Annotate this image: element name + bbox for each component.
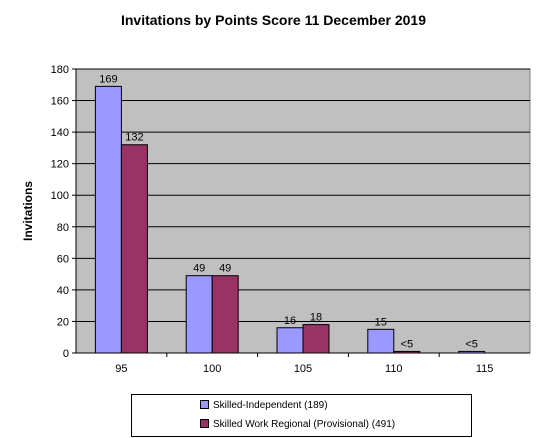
y-tick-label-40: 40	[57, 285, 69, 297]
legend-entry-skilled-work-regional: Skilled Work Regional (Provisional) (491…	[200, 418, 396, 431]
x-tick-label-105: 105	[294, 363, 312, 375]
bar-1-105	[302, 324, 330, 354]
bar-0-110	[367, 328, 395, 354]
data-label-0-115: <5	[465, 338, 478, 350]
legend-entry-skilled-independent: Skilled-Independent (189)	[200, 399, 328, 412]
legend-swatch-skilled-work-regional	[200, 418, 209, 428]
y-tick-label-60: 60	[57, 253, 69, 265]
legend-label-skilled-work-regional: Skilled Work Regional (Provisional) (491…	[213, 419, 396, 430]
y-tick-label-180: 180	[51, 64, 69, 76]
y-tick-label-160: 160	[51, 96, 69, 108]
y-tick-label-140: 140	[51, 127, 69, 139]
data-label-0-95: 169	[99, 73, 117, 85]
y-axis-title: Invitations	[21, 181, 35, 241]
y-tick-label-80: 80	[57, 222, 69, 234]
x-tick-label-110: 110	[385, 363, 403, 375]
bar-0-100	[185, 275, 213, 354]
bar-0-95	[94, 85, 122, 354]
legend-label-skilled-independent: Skilled-Independent (189)	[213, 400, 328, 411]
y-tick-label-120: 120	[51, 159, 69, 171]
legend: Skilled-Independent (189) Skilled Work R…	[131, 394, 472, 437]
bar-0-105	[276, 327, 304, 354]
plot-area	[75, 68, 531, 354]
x-tick-label-115: 115	[476, 363, 494, 375]
data-label-0-105: 16	[284, 315, 296, 327]
x-tick-label-95: 95	[115, 363, 127, 375]
data-label-1-105: 18	[310, 312, 322, 324]
x-tick-label-100: 100	[203, 363, 221, 375]
chart-title: Invitations by Points Score 11 December …	[120, 12, 427, 28]
bar-1-95	[120, 144, 148, 354]
data-label-1-110: <5	[401, 338, 414, 350]
y-tick-label-100: 100	[51, 190, 69, 202]
bar-0-115	[458, 350, 486, 354]
y-tick-label-20: 20	[57, 316, 69, 328]
bar-1-100	[211, 275, 239, 354]
data-label-0-110: 15	[375, 316, 387, 328]
data-label-1-100: 49	[219, 263, 231, 275]
legend-swatch-skilled-independent	[200, 399, 209, 409]
data-label-0-100: 49	[193, 263, 205, 275]
data-label-1-95: 132	[125, 132, 143, 144]
y-tick-label-0: 0	[63, 348, 69, 360]
bar-1-110	[393, 350, 421, 354]
